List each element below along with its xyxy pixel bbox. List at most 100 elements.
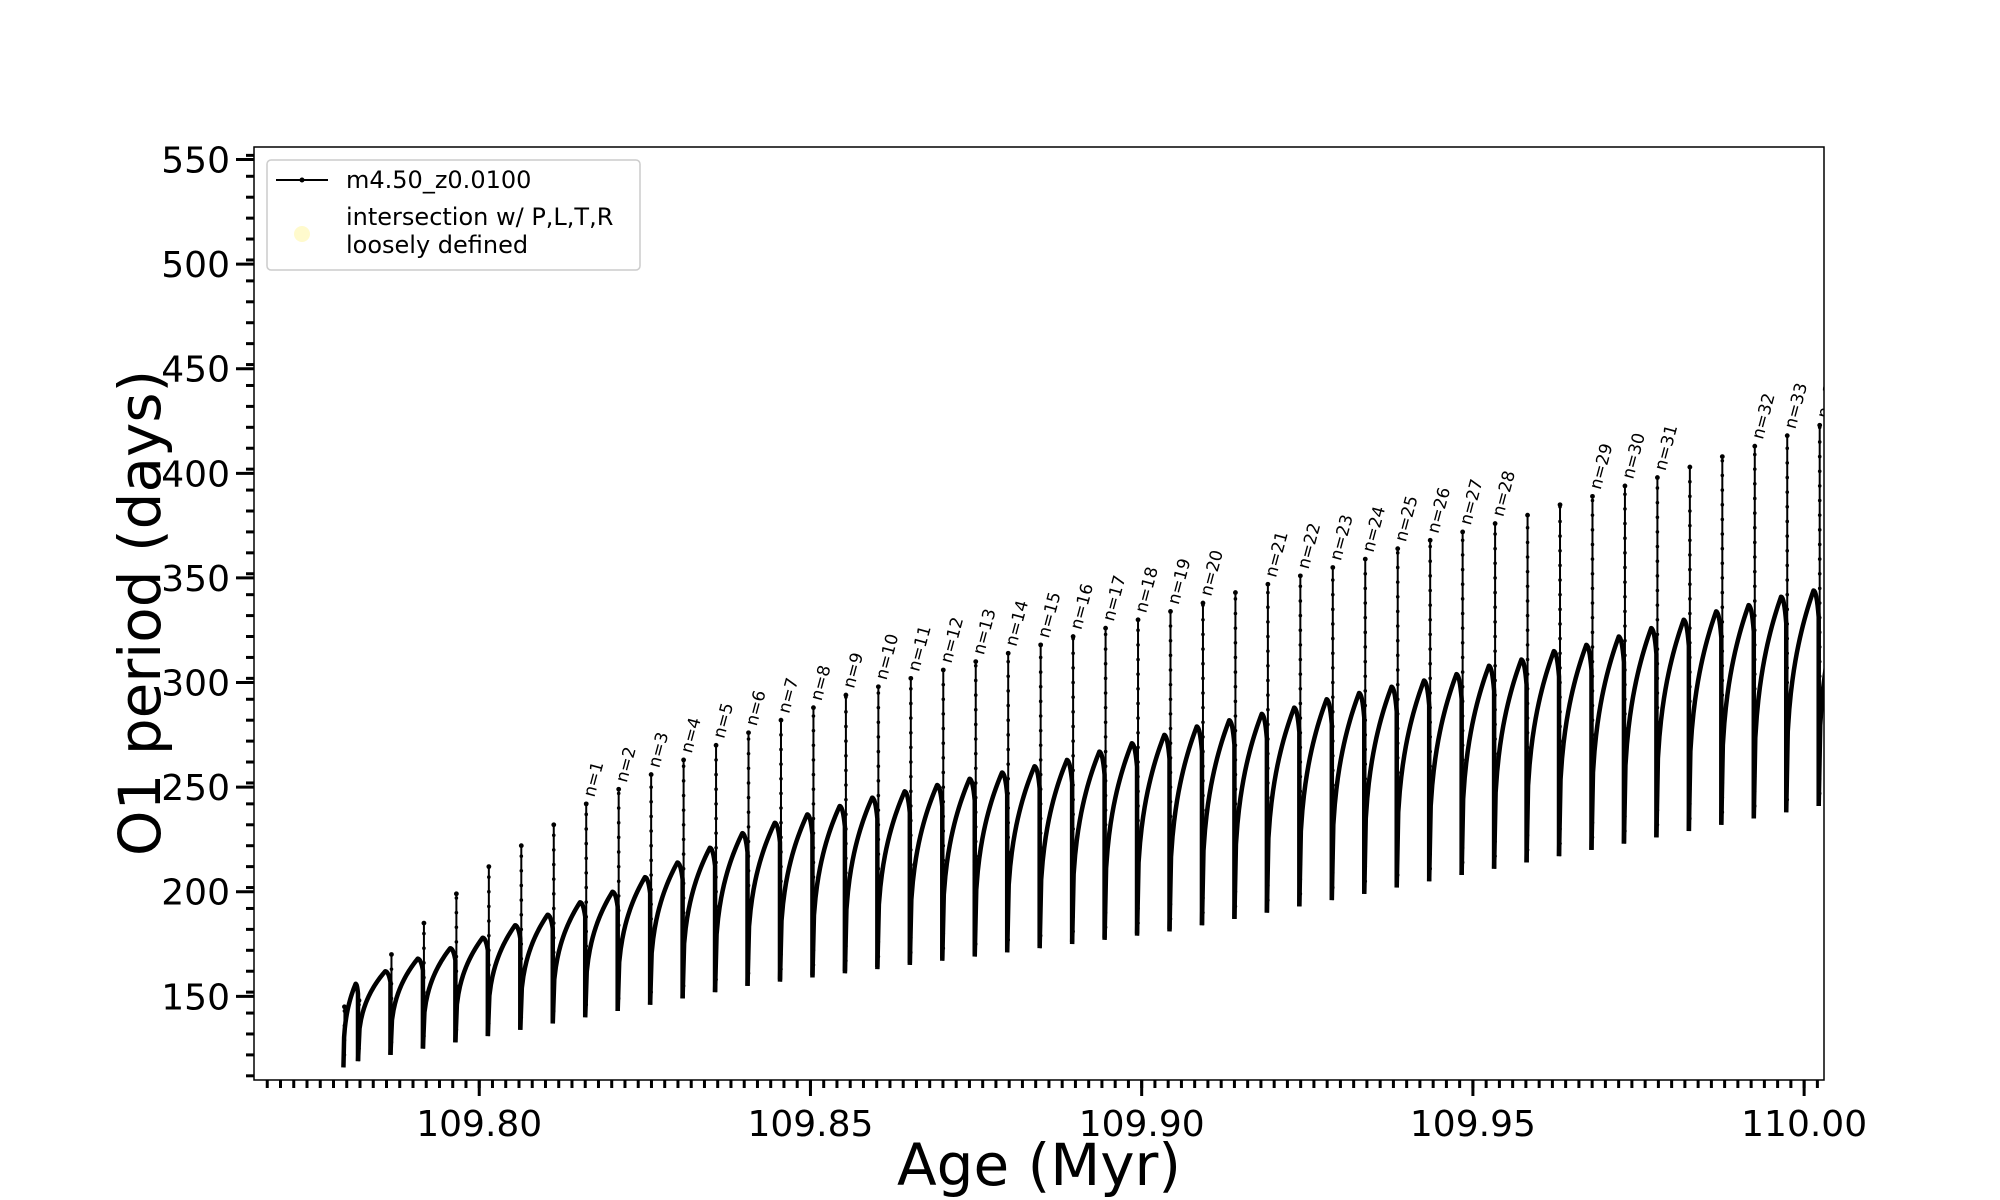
spike-point [1558, 768, 1562, 773]
spike-top-point [1752, 443, 1758, 449]
spike-point [1103, 779, 1108, 783]
spike-point [1266, 605, 1270, 610]
spike-point [1460, 816, 1465, 821]
spike-point [1201, 779, 1205, 783]
spike-point [1460, 845, 1465, 850]
spike-point [1298, 701, 1303, 706]
spike-point [1655, 486, 1660, 490]
spike-point [844, 944, 848, 948]
spike-point [584, 885, 589, 890]
spike-point [1460, 699, 1465, 704]
spike-point [1038, 919, 1043, 923]
spike-point [454, 969, 459, 974]
spike-point [1233, 875, 1238, 879]
spike-point [1168, 902, 1173, 907]
spike-point [551, 935, 556, 940]
spike-point [342, 1053, 347, 1057]
spike-point [1331, 739, 1335, 743]
spike-point [519, 986, 524, 990]
spike-point [1752, 496, 1757, 501]
spike-point [714, 889, 718, 894]
spike-point [357, 1046, 361, 1051]
spike-point [1428, 544, 1432, 549]
spike-point [1460, 802, 1465, 806]
spike-point [1233, 699, 1238, 704]
spike-point [551, 906, 556, 911]
spike-point [1785, 724, 1790, 729]
spike-point [714, 845, 718, 850]
spike-point [1103, 910, 1108, 915]
spike-point [1688, 553, 1692, 557]
spike-point [1720, 810, 1725, 815]
spike-point [909, 760, 913, 764]
spike-top-point [1135, 617, 1141, 623]
spike-point [1623, 814, 1627, 819]
spike-point [1363, 879, 1368, 884]
spike-point [1525, 804, 1530, 808]
spike-point [616, 952, 621, 957]
spike-point [1266, 722, 1270, 727]
spike-point [1168, 858, 1173, 863]
spike-point [1038, 889, 1043, 894]
spike-point [1136, 628, 1140, 633]
spike-point [1006, 806, 1011, 810]
spike-point [1428, 779, 1432, 783]
spike-point [1558, 827, 1562, 831]
spike-point [1558, 651, 1562, 656]
spike-point [1266, 854, 1270, 858]
spike-point [1298, 584, 1303, 589]
spike-point [909, 892, 913, 896]
spike-point [1395, 697, 1400, 702]
spike-point [1331, 607, 1335, 612]
y-tick-label: 550 [161, 141, 230, 182]
spike-point [389, 1040, 394, 1045]
spike-point [1428, 749, 1432, 754]
y-tick-label: 300 [161, 664, 230, 705]
spike-point [1331, 695, 1335, 699]
spike-point [1688, 626, 1692, 630]
spike-point [1817, 586, 1822, 591]
spike-point [779, 806, 783, 810]
spike-point [1817, 689, 1822, 693]
spike-point [714, 875, 718, 879]
spike-point [1493, 546, 1497, 551]
y-axis: 150 200 250 300 350 400 450 500 550 [161, 141, 254, 1078]
series-cycle [1524, 512, 1562, 863]
spike-point [1233, 743, 1238, 748]
spike-point [1071, 680, 1075, 685]
spike-point [1006, 923, 1011, 927]
spike-point [1006, 879, 1011, 884]
spike-point [1752, 657, 1757, 662]
spike-point [811, 904, 816, 909]
spike-point [1006, 733, 1011, 737]
spike-point [1038, 728, 1043, 733]
spike-point [909, 716, 913, 720]
spike-point [1460, 640, 1465, 645]
spike-point [1460, 655, 1465, 660]
spike-point [1590, 645, 1595, 649]
spike-point [1136, 730, 1140, 735]
spike-point [551, 994, 556, 999]
spike-point [1752, 452, 1757, 457]
spike-point [1752, 672, 1757, 676]
spike-point [876, 779, 881, 783]
spike-point [1103, 925, 1108, 930]
spike-point [941, 814, 946, 819]
spike-point [1298, 716, 1303, 720]
spike-top-point [1103, 625, 1108, 631]
series-arc [1264, 705, 1302, 913]
spike-point [1720, 620, 1725, 624]
spike-point [1266, 751, 1270, 756]
spike-point [681, 837, 686, 842]
spike-point [876, 837, 881, 842]
spike-point [1201, 764, 1205, 769]
spike-point [487, 875, 491, 879]
spike-point [649, 961, 653, 965]
spike-point [1493, 781, 1497, 785]
spike-point [1363, 630, 1368, 635]
series-arc [388, 956, 426, 1055]
spike-point [1395, 726, 1400, 731]
spike-point [616, 820, 621, 825]
spike-point [1590, 601, 1595, 605]
spike-point [779, 908, 783, 913]
